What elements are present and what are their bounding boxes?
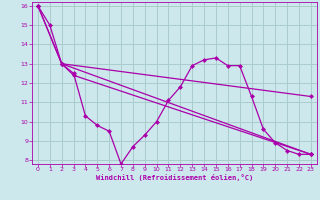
X-axis label: Windchill (Refroidissement éolien,°C): Windchill (Refroidissement éolien,°C)	[96, 174, 253, 181]
